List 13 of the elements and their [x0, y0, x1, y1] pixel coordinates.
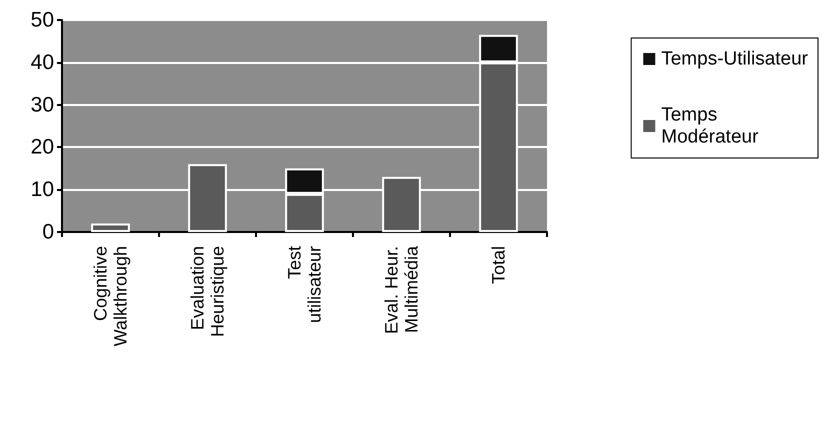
- x-tick-label: Total: [488, 246, 508, 284]
- y-tick-label: 50: [30, 8, 54, 32]
- x-tick-label: Test utilisateur: [284, 246, 324, 324]
- y-tick-label: 20: [30, 136, 54, 159]
- legend-label: Temps Modérateur: [661, 104, 760, 148]
- y-tick-label: 0: [42, 220, 54, 244]
- y-tick-label: 30: [30, 93, 54, 116]
- x-tick-label: Evaluation Heuristique: [188, 246, 228, 338]
- y-tick-label: 40: [30, 50, 54, 74]
- x-tick-label: Cognitive Walkthrough: [90, 246, 130, 346]
- y-tick-label: 10: [30, 178, 54, 202]
- legend-label: Temps-Utilisateur: [661, 48, 809, 70]
- bar: [91, 224, 130, 232]
